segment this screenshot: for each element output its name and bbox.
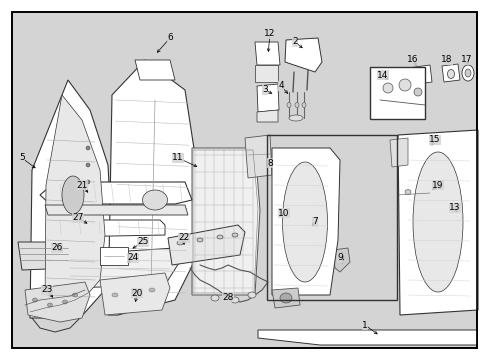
Ellipse shape [86,163,90,167]
Text: 20: 20 [131,288,142,297]
Polygon shape [30,80,112,318]
Polygon shape [168,225,244,265]
Ellipse shape [86,146,90,150]
Polygon shape [18,242,72,270]
Polygon shape [271,288,299,308]
Polygon shape [257,84,279,112]
Text: 19: 19 [431,180,443,189]
Text: 15: 15 [428,135,440,144]
Ellipse shape [464,69,470,77]
Ellipse shape [210,295,219,301]
Ellipse shape [177,241,183,245]
Text: 27: 27 [72,213,83,222]
Ellipse shape [217,235,223,239]
Text: 14: 14 [377,71,388,80]
Text: 25: 25 [137,238,148,247]
Bar [266,135,396,300]
Ellipse shape [62,300,67,304]
Text: 4: 4 [278,81,283,90]
Ellipse shape [142,190,167,210]
Ellipse shape [447,69,453,78]
Ellipse shape [149,288,155,292]
Polygon shape [254,42,280,65]
Ellipse shape [412,152,462,292]
Text: 1: 1 [362,320,367,329]
Polygon shape [244,135,271,178]
Text: 6: 6 [167,33,173,42]
Polygon shape [258,330,476,345]
Text: 17: 17 [460,55,472,64]
Text: 28: 28 [222,292,233,302]
Ellipse shape [398,79,410,91]
Ellipse shape [286,103,290,108]
Text: 3: 3 [262,85,267,94]
Polygon shape [285,38,321,72]
Polygon shape [332,248,349,272]
Text: 10: 10 [278,208,289,217]
Text: 16: 16 [407,55,418,64]
Polygon shape [135,60,175,80]
Text: 11: 11 [172,153,183,162]
Ellipse shape [282,162,327,282]
Text: 23: 23 [41,285,53,294]
Text: 2: 2 [292,37,297,46]
Polygon shape [52,220,164,237]
Polygon shape [100,273,170,315]
Ellipse shape [62,176,84,214]
Text: 13: 13 [448,203,460,212]
Text: 8: 8 [266,158,272,167]
Text: 26: 26 [51,243,62,252]
Polygon shape [441,64,459,82]
Text: 9: 9 [336,253,342,262]
Polygon shape [25,282,90,322]
Text: 5: 5 [19,153,25,162]
Ellipse shape [72,293,77,297]
Text: 21: 21 [76,180,87,189]
Polygon shape [108,60,200,315]
Text: 24: 24 [127,253,138,262]
Ellipse shape [294,103,298,108]
Text: 12: 12 [264,30,275,39]
Bar [369,67,424,119]
Polygon shape [257,110,278,122]
Ellipse shape [197,238,203,242]
Ellipse shape [247,292,256,298]
Ellipse shape [47,303,52,307]
Ellipse shape [32,298,38,302]
Polygon shape [45,205,187,215]
Polygon shape [407,65,431,85]
Ellipse shape [461,65,473,81]
Polygon shape [55,248,182,288]
Ellipse shape [280,293,291,303]
Ellipse shape [413,88,421,96]
Polygon shape [192,148,260,295]
Bar [100,247,128,265]
Polygon shape [397,130,477,315]
Polygon shape [40,182,192,204]
Text: 18: 18 [440,55,452,64]
Ellipse shape [112,293,118,297]
Ellipse shape [302,103,305,108]
Polygon shape [254,65,278,82]
Ellipse shape [382,83,392,93]
Ellipse shape [404,189,410,194]
Ellipse shape [288,115,303,121]
Polygon shape [271,148,339,295]
Ellipse shape [86,180,90,184]
Text: 22: 22 [178,234,189,243]
Ellipse shape [230,297,239,303]
Ellipse shape [415,71,423,81]
Text: 7: 7 [311,217,317,226]
Ellipse shape [231,233,238,237]
Ellipse shape [132,290,138,294]
Polygon shape [389,138,407,167]
Polygon shape [45,95,105,305]
